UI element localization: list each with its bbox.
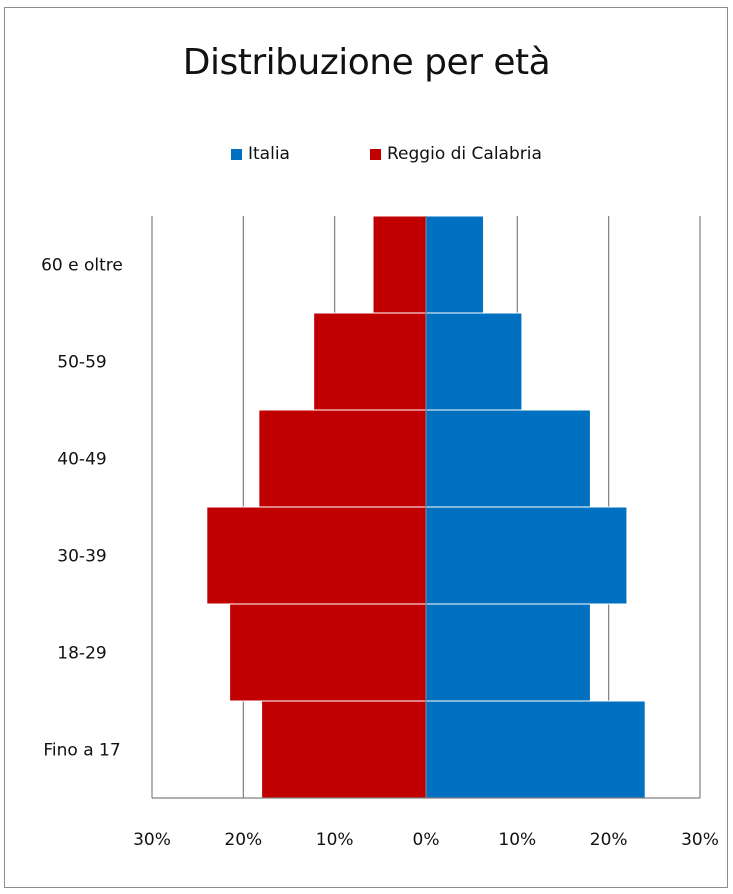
bar-reggio-di-calabria <box>261 700 427 799</box>
legend-swatch-italia <box>231 148 242 160</box>
y-tick-label: 60 e oltre <box>41 256 123 276</box>
bar-reggio-di-calabria <box>229 603 427 702</box>
x-tick-label: 0% <box>413 830 440 850</box>
chart-title: Distribuzione per età <box>182 42 551 83</box>
bar-italia <box>425 409 591 508</box>
bar-reggio-di-calabria <box>258 409 427 508</box>
y-tick-label: 50-59 <box>57 353 106 373</box>
bar-italia <box>425 312 523 411</box>
x-tick-label: 20% <box>590 830 628 850</box>
x-tick-label: 10% <box>498 830 536 850</box>
bar-italia <box>425 215 485 314</box>
legend-item-reggio-di-calabria: Reggio di Calabria <box>370 144 542 164</box>
bar-italia <box>425 700 646 799</box>
legend-item-italia: Italia <box>231 144 290 164</box>
legend-label-reggio-di-calabria: Reggio di Calabria <box>387 144 542 164</box>
legend-label-italia: Italia <box>248 144 290 164</box>
x-tick-label: 30% <box>133 830 171 850</box>
bar-reggio-di-calabria <box>313 312 427 411</box>
legend: Italia Reggio di Calabria <box>0 144 733 170</box>
x-tick-label: 20% <box>224 830 262 850</box>
y-tick-label: 40-49 <box>57 450 106 470</box>
bar-reggio-di-calabria <box>206 506 427 605</box>
y-tick-label: 30-39 <box>57 547 106 567</box>
y-tick-label: 18-29 <box>57 644 106 664</box>
x-tick-label: 30% <box>681 830 719 850</box>
bar-reggio-di-calabria <box>372 215 427 314</box>
y-tick-label: Fino a 17 <box>43 741 120 761</box>
bar-italia <box>425 603 591 702</box>
x-tick-label: 10% <box>316 830 354 850</box>
legend-swatch-reggio-di-calabria <box>370 148 381 160</box>
bar-italia <box>425 506 628 605</box>
